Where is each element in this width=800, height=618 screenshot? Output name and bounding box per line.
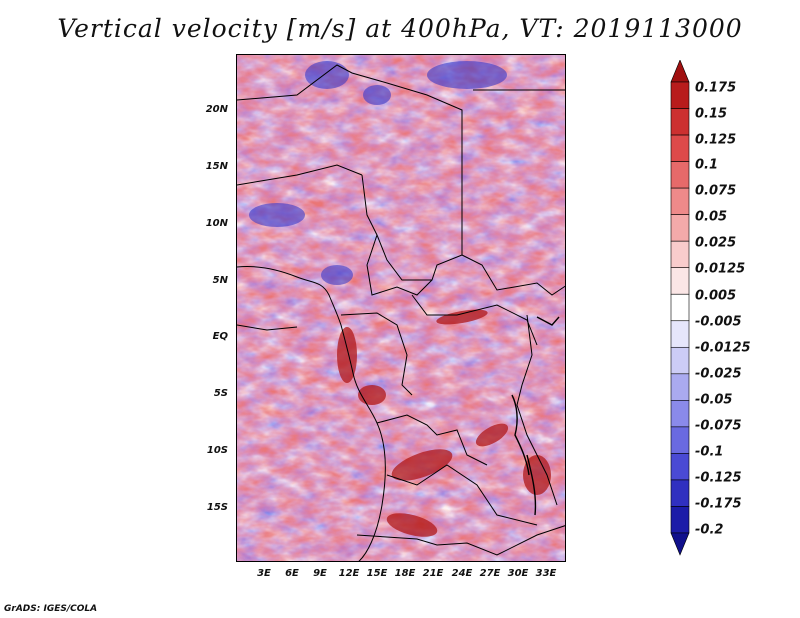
colorbar-cell [670,532,690,556]
colorbar-cell [670,506,690,534]
lat-tick-5s: 5S [213,388,228,399]
lon-tick-6e: 6E [285,568,299,579]
colorbar-label-4: 0.075 [695,183,737,199]
lon-tick-27e: 27E [479,568,501,579]
colorbar-label-5: 0.05 [695,209,728,225]
velocity-field [237,55,565,561]
colorbar-cell [670,293,690,322]
colorbar-cell [670,60,690,83]
lon-tick-30e: 30E [507,568,529,579]
colorbar-label-1: 0.15 [695,106,728,122]
colorbar-cell [670,426,690,454]
colorbar-cell [670,214,690,242]
colorbar-cell [670,373,690,401]
lat-tick-5n: 5N [212,275,228,286]
colorbar-label-14: -0.1 [695,444,724,460]
colorbar-label-8: 0.005 [695,288,737,304]
colorbar-cell [670,240,690,269]
lat-tick-20n: 20N [205,104,228,115]
colorbar-label-15: -0.125 [695,470,742,486]
lat-tick-eq: EQ [212,331,228,342]
colorbar-cell [670,453,690,481]
colorbar-cell [670,81,690,109]
colorbar-cell [670,161,690,189]
colorbar-cell [670,267,690,295]
colorbar-label-13: -0.075 [695,418,742,434]
field-texture [237,55,565,561]
lon-tick-21e: 21E [422,568,444,579]
lon-tick-3e: 3E [257,568,271,579]
chart-title: Vertical velocity [m/s] at 400hPa, VT: 2… [57,14,743,43]
lon-tick-12e: 12E [338,568,360,579]
lat-tick-15n: 15N [205,161,228,172]
colorbar-label-10: -0.0125 [695,340,751,356]
credit-text: GrADS: IGES/COLA [4,604,98,614]
colorbar-label-3: 0.1 [695,157,719,173]
colorbar-cell [670,108,690,136]
colorbar-label-9: -0.005 [695,314,742,330]
lon-tick-24e: 24E [451,568,473,579]
lon-tick-18e: 18E [394,568,416,579]
lakes [511,316,560,516]
colorbar-label-6: 0.025 [695,235,737,251]
colorbar-cell [670,134,690,162]
lat-tick-10s: 10S [206,445,228,456]
colorbar-label-11: -0.025 [695,366,742,382]
colorbar-cell [670,479,690,507]
downdraft-patches [249,61,507,285]
colorbar-cell [670,187,690,215]
colorbar-label-7: 0.0125 [695,261,746,277]
lon-tick-9e: 9E [313,568,327,579]
map-panel [236,54,566,562]
lon-tick-15e: 15E [366,568,388,579]
country-borders [237,64,565,561]
colorbar-label-0: 0.175 [695,80,737,96]
lon-tick-33e: 33E [535,568,557,579]
colorbar-label-12: -0.05 [695,392,733,408]
colorbar-label-17: -0.2 [695,522,724,538]
colorbar-cell [670,400,690,428]
colorbar-label-2: 0.125 [695,132,737,148]
lat-tick-10n: 10N [205,218,228,229]
colorbar-label-16: -0.175 [695,496,742,512]
lat-tick-15s: 15S [206,502,228,513]
colorbar [670,60,690,556]
colorbar-cell [670,346,690,375]
colorbar-cell [670,320,690,348]
